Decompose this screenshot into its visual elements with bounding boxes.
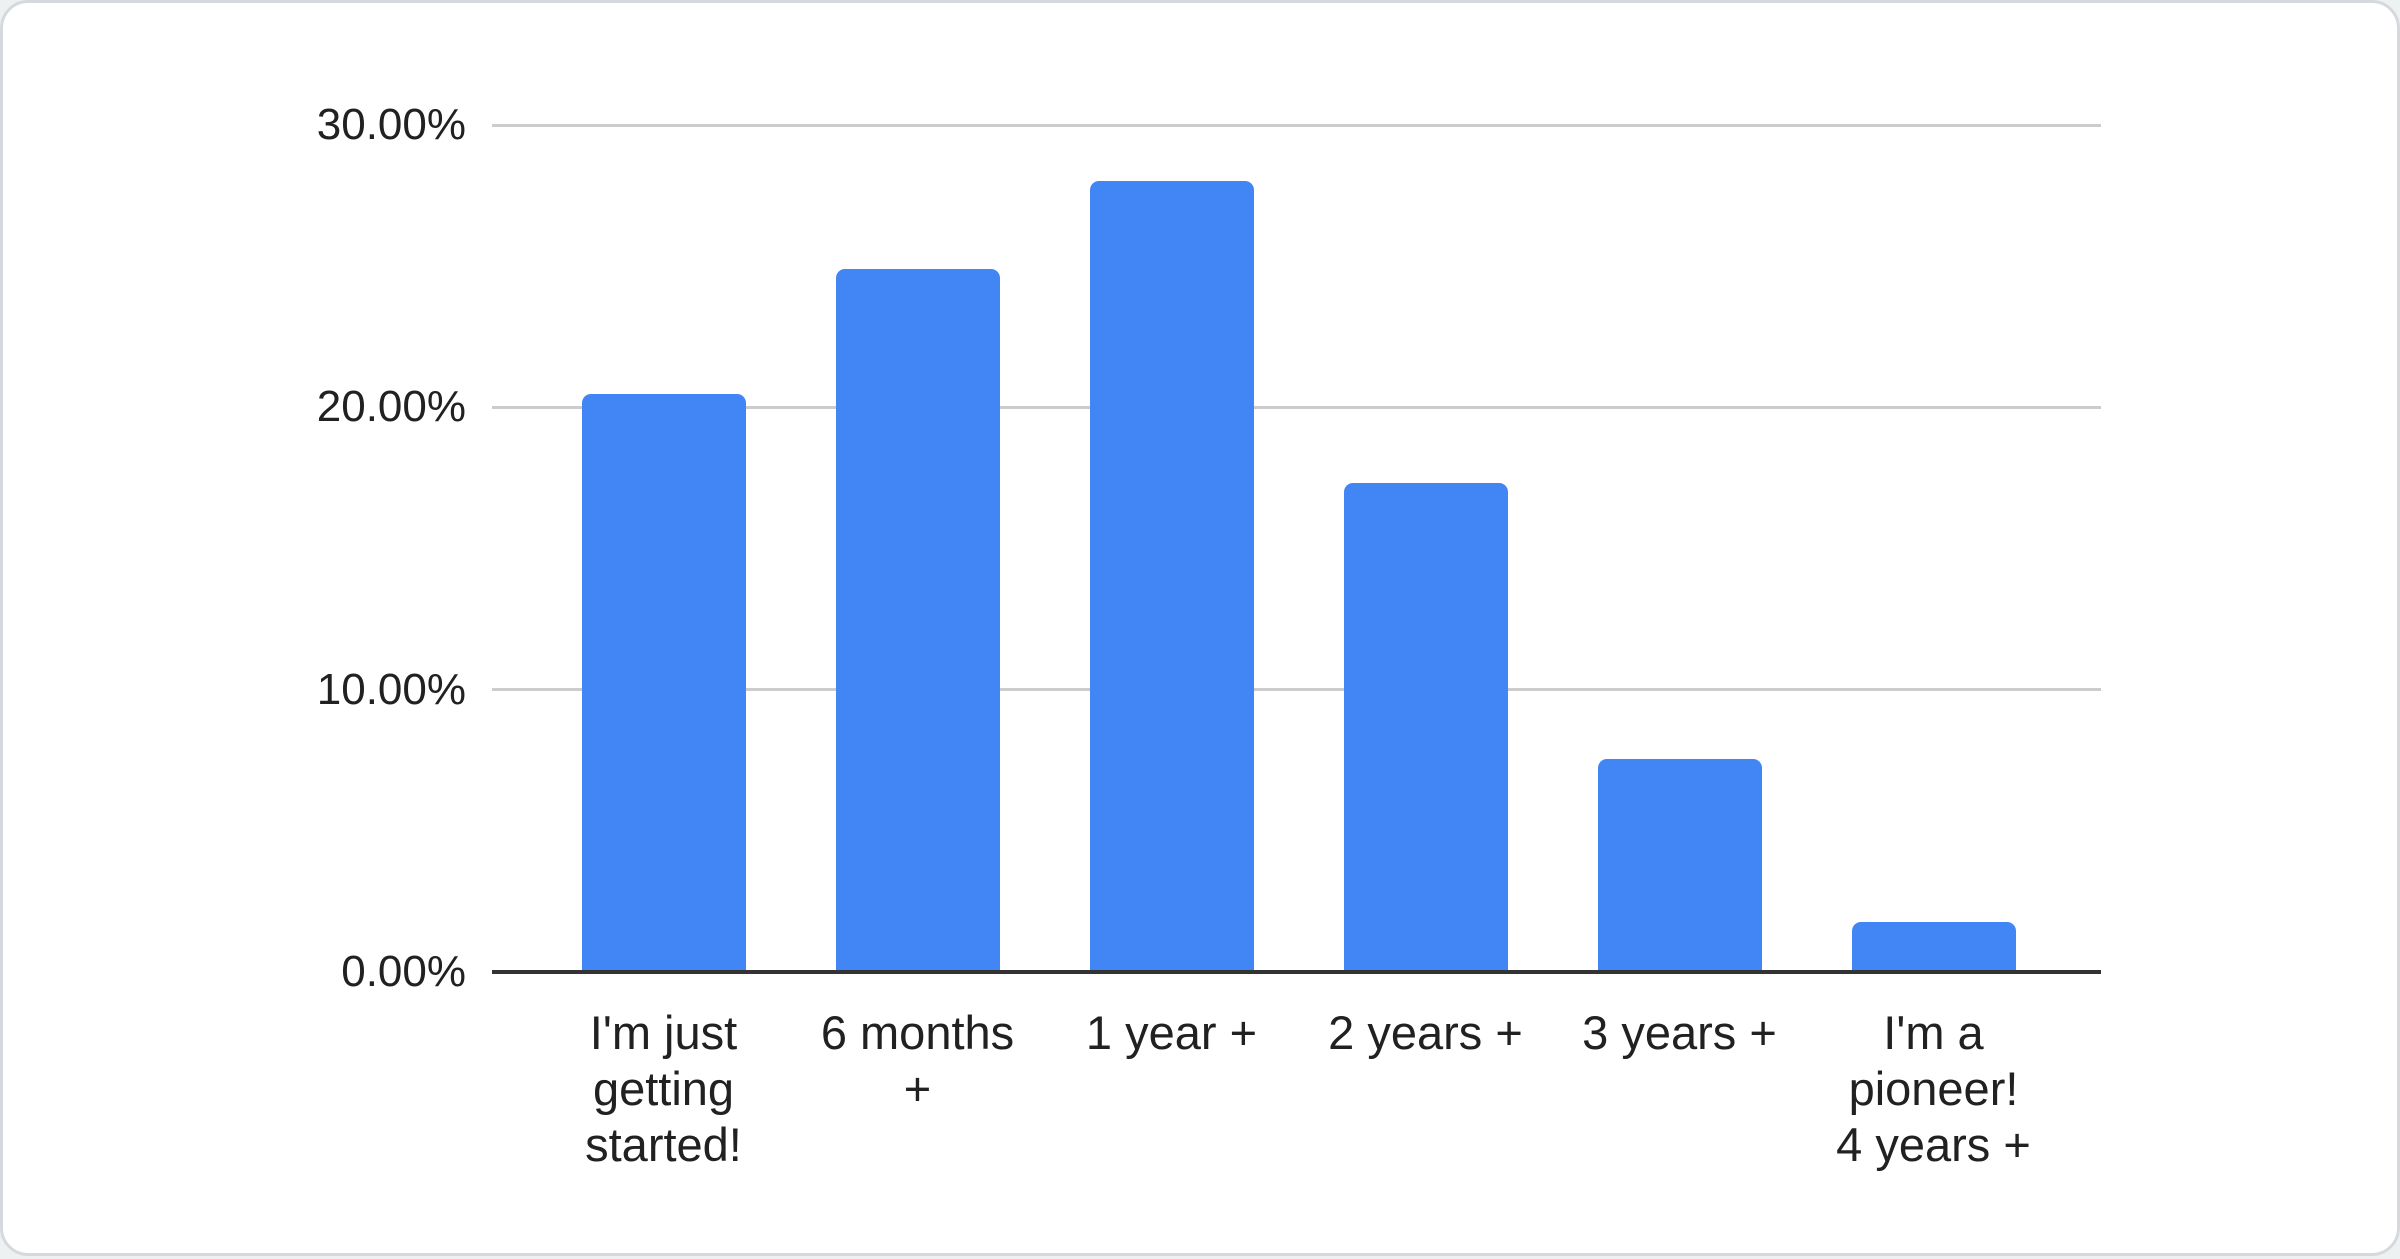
x-axis-category-label: 3 years + bbox=[1582, 1006, 1777, 1059]
x-axis-category-label: I'm a pioneer! 4 years + bbox=[1836, 1006, 2031, 1171]
chart-bar[interactable] bbox=[1343, 483, 1508, 972]
chart-bar[interactable] bbox=[1089, 180, 1254, 972]
y-axis-tick-label: 20.00% bbox=[316, 382, 466, 432]
bar-chart: 0.00% 10.00% 20.00% 30.00% I'm just getting … bbox=[3, 3, 2400, 1259]
y-axis-tick-label: 10.00% bbox=[316, 664, 466, 714]
chart-bar[interactable] bbox=[835, 268, 1000, 972]
x-axis-category-label: I'm just getting started! bbox=[585, 1006, 742, 1171]
gridline bbox=[492, 405, 2101, 409]
chart-bar[interactable] bbox=[1851, 922, 2016, 972]
x-axis-category-label: 2 years + bbox=[1328, 1006, 1523, 1059]
y-axis-tick-label: 30.00% bbox=[316, 100, 466, 149]
chart-bar[interactable] bbox=[581, 394, 746, 972]
chart-bar[interactable] bbox=[1597, 759, 1762, 972]
gridline bbox=[492, 123, 2101, 127]
x-axis-category-label: 6 months + bbox=[820, 1006, 1015, 1115]
y-axis-tick-label: 0.00% bbox=[341, 947, 466, 996]
x-axis-line bbox=[492, 970, 2101, 974]
x-axis-category-label: 1 year + bbox=[1085, 1006, 1258, 1059]
gridline bbox=[492, 688, 2101, 692]
